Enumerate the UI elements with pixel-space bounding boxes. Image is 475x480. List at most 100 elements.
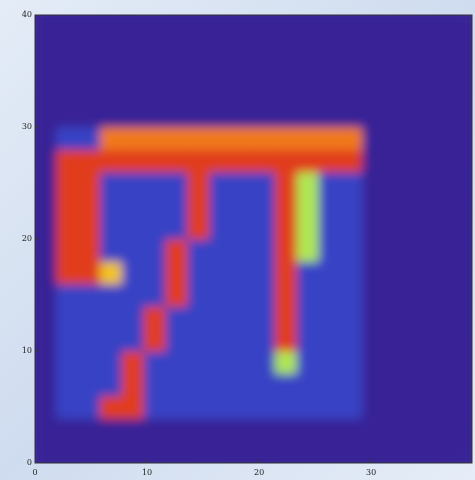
heatmap-cell <box>340 37 363 60</box>
heatmap-cell <box>384 194 407 217</box>
heatmap-cell <box>78 306 101 329</box>
heatmap-cell <box>340 395 363 418</box>
heatmap-cell <box>144 104 167 127</box>
heatmap-cell <box>275 440 298 463</box>
heatmap-cell <box>100 82 123 105</box>
heatmap-cell <box>384 418 407 441</box>
heatmap-cell <box>297 306 320 329</box>
heatmap-cell <box>122 216 145 239</box>
heatmap-cell <box>319 239 342 262</box>
heatmap-cell <box>428 306 451 329</box>
heatmap-cell <box>275 216 298 239</box>
heatmap-cell <box>406 15 429 38</box>
heatmap-cell <box>384 328 407 351</box>
heatmap-cell <box>319 283 342 306</box>
heatmap-cell <box>56 440 79 463</box>
heatmap-cell <box>253 104 276 127</box>
heatmap-cell <box>384 82 407 105</box>
heatmap-cell <box>406 239 429 262</box>
heatmap-cell <box>253 37 276 60</box>
y-tick-label: 10 <box>22 346 32 355</box>
heatmap-cell <box>428 283 451 306</box>
heatmap-cell <box>275 15 298 38</box>
heatmap-cell <box>450 194 473 217</box>
heatmap-cell <box>166 418 189 441</box>
heatmap-cell <box>122 82 145 105</box>
heatmap-cell <box>428 194 451 217</box>
heatmap-cell <box>35 283 58 306</box>
heatmap-cell <box>35 171 58 194</box>
heatmap-cell <box>428 395 451 418</box>
heatmap-cell <box>297 373 320 396</box>
heatmap-cell <box>78 149 101 172</box>
heatmap-cell <box>362 37 385 60</box>
heatmap-cell <box>187 82 210 105</box>
plot-area <box>35 15 473 464</box>
x-tick-label: 0 <box>32 468 37 477</box>
heatmap-cell <box>253 373 276 396</box>
heatmap-cell <box>100 373 123 396</box>
heatmap-cell <box>231 59 254 82</box>
heatmap-cell <box>231 104 254 127</box>
heatmap-cell <box>144 194 167 217</box>
x-tick-label: 10 <box>142 468 152 477</box>
heatmap-cell <box>166 82 189 105</box>
heatmap-cell <box>209 440 232 463</box>
heatmap-cell <box>122 127 145 150</box>
heatmap-cell <box>166 261 189 284</box>
heatmap-cell <box>231 373 254 396</box>
heatmap-cell <box>275 351 298 374</box>
heatmap-cell <box>450 351 473 374</box>
heatmap-cell <box>35 239 58 262</box>
heatmap-cell <box>384 216 407 239</box>
heatmap-cell <box>35 328 58 351</box>
heatmap-cell <box>340 351 363 374</box>
heatmap-cell <box>35 418 58 441</box>
heatmap-cell <box>35 351 58 374</box>
y-tick-label: 0 <box>27 458 32 467</box>
heatmap-cell <box>428 15 451 38</box>
heatmap-cell <box>450 104 473 127</box>
heatmap-cell <box>340 283 363 306</box>
heatmap-cell <box>428 127 451 150</box>
heatmap-cell <box>362 351 385 374</box>
heatmap-cell <box>209 216 232 239</box>
heatmap-cell <box>144 261 167 284</box>
heatmap-cell <box>384 127 407 150</box>
heatmap-cell <box>362 283 385 306</box>
heatmap-cell <box>209 194 232 217</box>
heatmap-cell <box>297 59 320 82</box>
heatmap-cell <box>384 149 407 172</box>
heatmap-cell <box>187 328 210 351</box>
heatmap-cell <box>428 373 451 396</box>
heatmap-cell <box>166 59 189 82</box>
chart: 0102030010203040 <box>0 0 475 480</box>
heatmap-cell <box>297 395 320 418</box>
heatmap-cell <box>340 59 363 82</box>
heatmap-cell <box>384 37 407 60</box>
heatmap-cell <box>253 351 276 374</box>
heatmap-cell <box>78 395 101 418</box>
heatmap-cell <box>275 283 298 306</box>
heatmap-cell <box>187 127 210 150</box>
heatmap-cell <box>187 216 210 239</box>
heatmap-cell <box>100 395 123 418</box>
heatmap-cell <box>319 328 342 351</box>
heatmap-cell <box>231 418 254 441</box>
heatmap-cell <box>144 418 167 441</box>
heatmap-cell <box>100 216 123 239</box>
heatmap-cell <box>187 306 210 329</box>
heatmap-cell <box>406 37 429 60</box>
heatmap-cell <box>450 171 473 194</box>
heatmap-cell <box>144 216 167 239</box>
heatmap-cell <box>297 440 320 463</box>
heatmap-cell <box>297 194 320 217</box>
heatmap-cell <box>100 239 123 262</box>
heatmap-cell <box>122 283 145 306</box>
heatmap-cell <box>122 351 145 374</box>
heatmap-cell <box>319 15 342 38</box>
heatmap-cell <box>384 261 407 284</box>
heatmap-cell <box>166 328 189 351</box>
heatmap-cell <box>340 171 363 194</box>
x-tick-label: 30 <box>366 468 376 477</box>
